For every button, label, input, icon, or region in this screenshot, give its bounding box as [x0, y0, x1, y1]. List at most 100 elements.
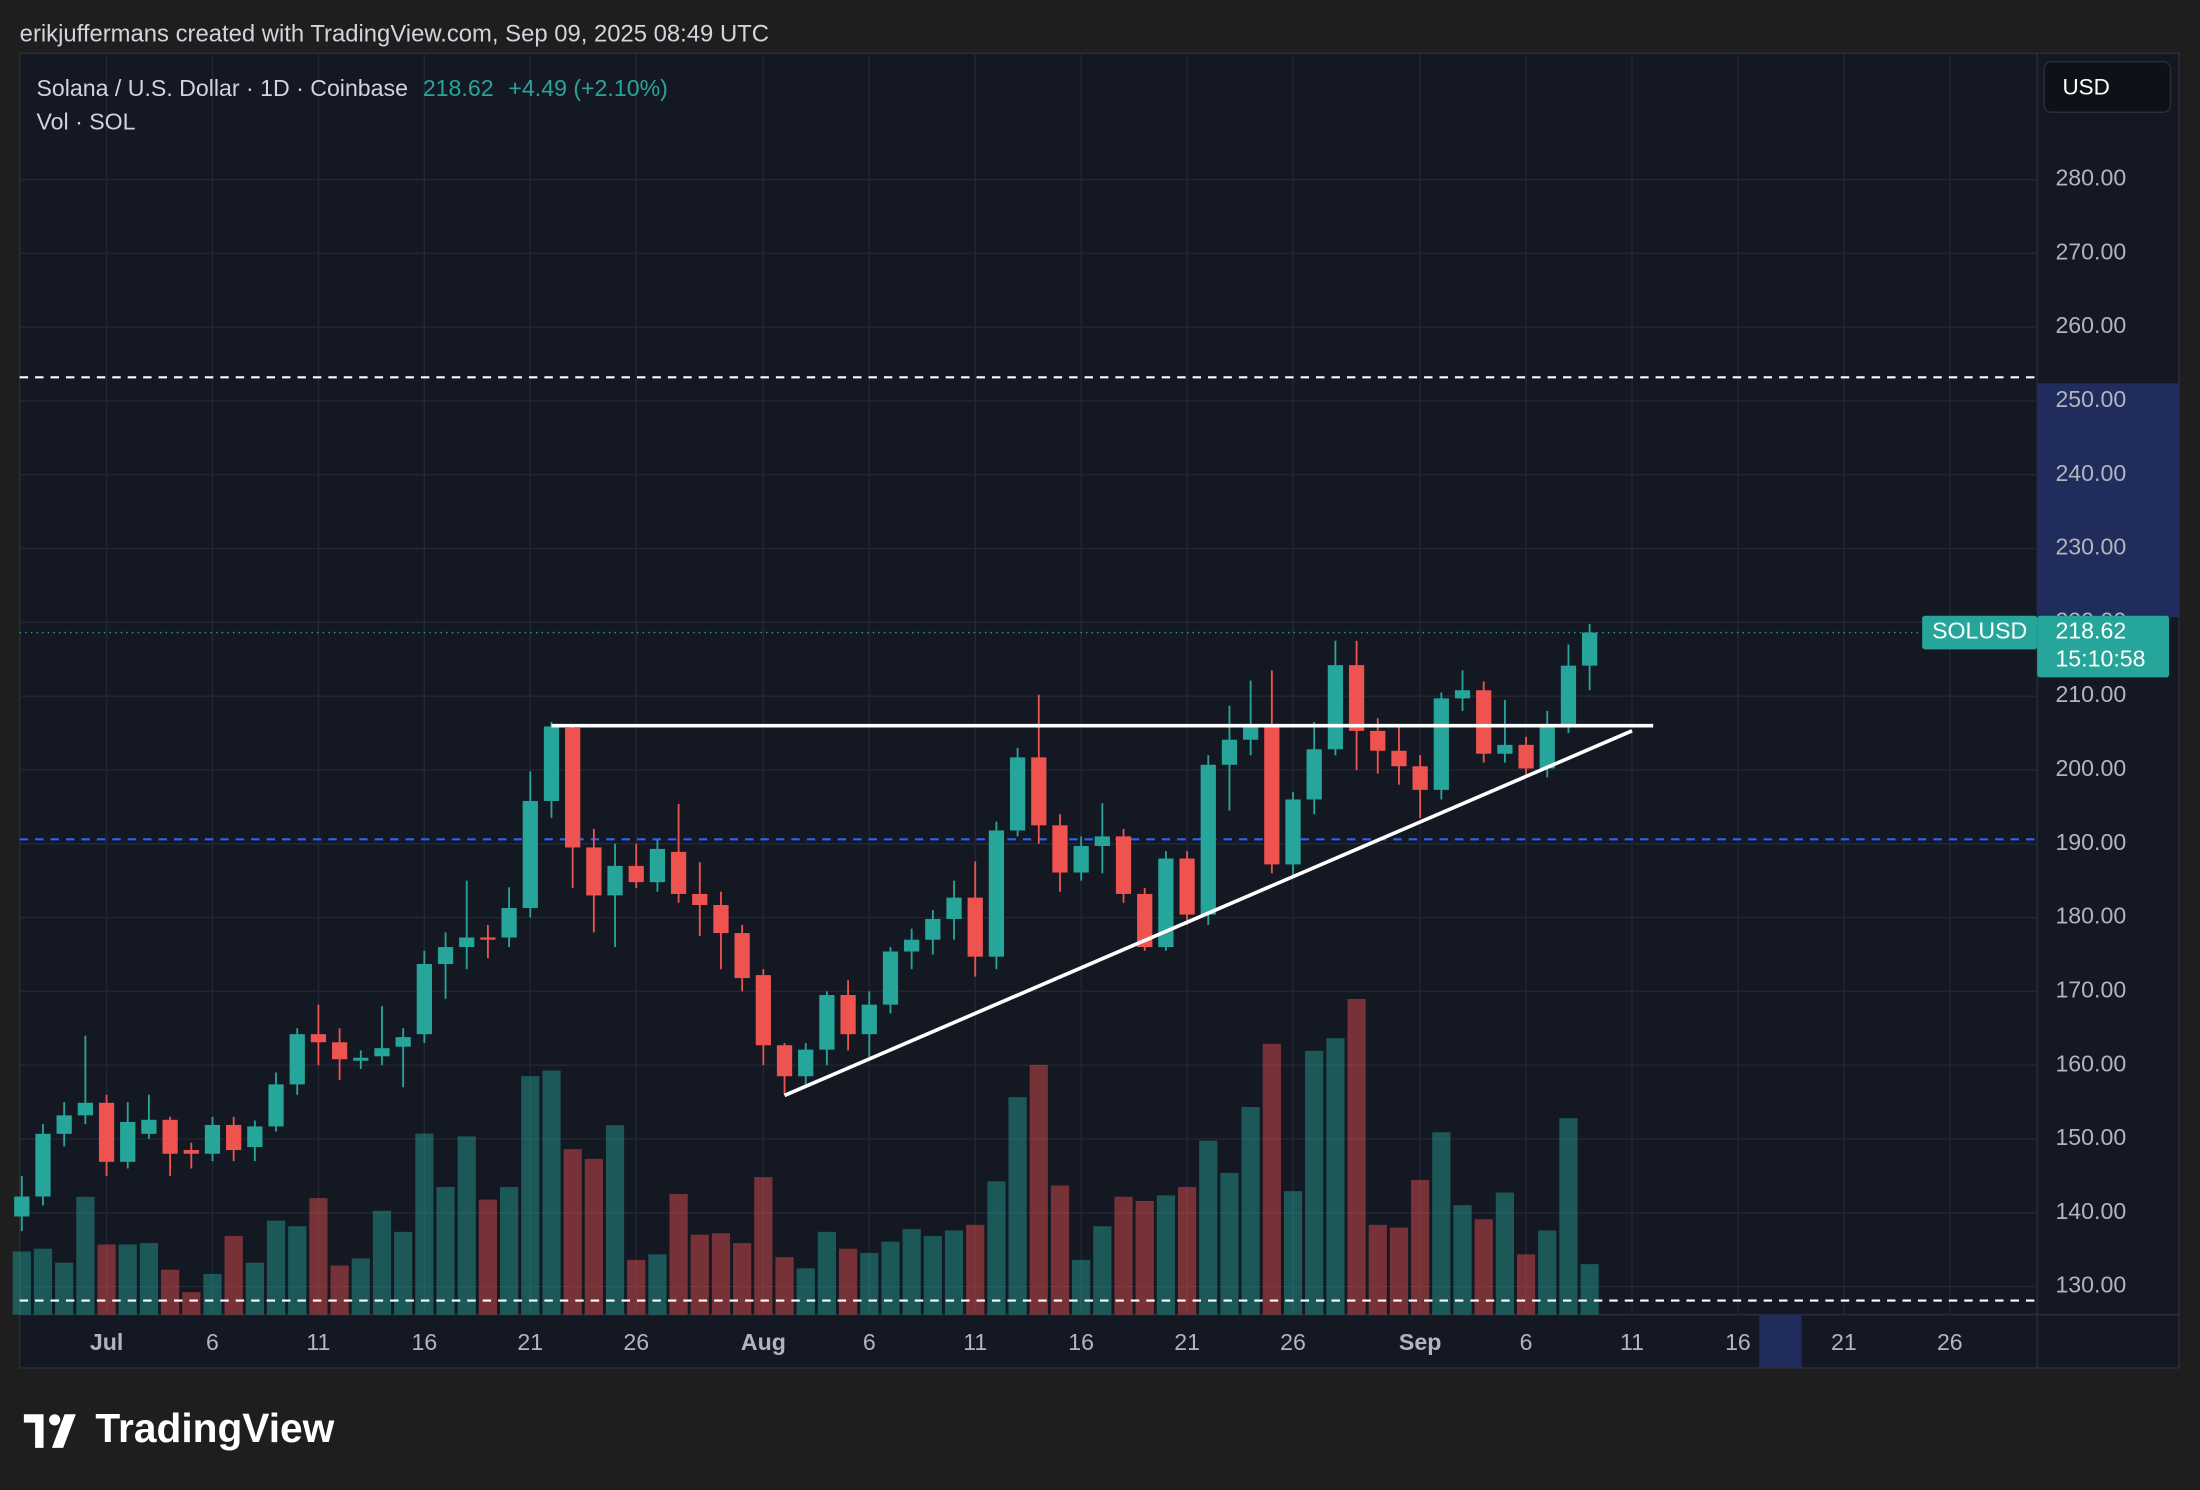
volume-bar	[1177, 1186, 1197, 1315]
volume-bar	[394, 1231, 413, 1315]
x-tick-label: 26	[1937, 1329, 1963, 1355]
legend-price: 218.62	[423, 75, 494, 101]
candle-body	[1221, 739, 1238, 765]
candle-body	[840, 995, 856, 1035]
candle-body	[1285, 799, 1301, 865]
candle-body	[374, 1048, 390, 1057]
volume-bar	[203, 1273, 222, 1315]
logo: TradingView	[23, 1405, 335, 1451]
countdown-text: 15:10:58	[2055, 646, 2145, 672]
y-tick-label: 270.00	[2055, 238, 2126, 264]
x-tick-label: 11	[306, 1329, 330, 1355]
x-tick-label: 26	[623, 1329, 649, 1355]
candle-body	[98, 1102, 115, 1162]
volume-bar	[1220, 1172, 1239, 1315]
price-tag	[2037, 615, 2170, 678]
candle-body	[670, 851, 687, 894]
volume-bar	[1199, 1140, 1218, 1315]
trend-line	[783, 729, 1633, 1098]
candle-body	[1348, 665, 1365, 731]
currency-button[interactable]	[2043, 61, 2172, 113]
x-tick-label: Sep	[1399, 1329, 1441, 1355]
candle-body	[1370, 730, 1386, 751]
candle-body	[1094, 836, 1110, 846]
volume-bar	[182, 1292, 201, 1315]
logo-text: TradingView	[95, 1405, 334, 1451]
candle-body	[77, 1102, 93, 1116]
volume-bar	[754, 1177, 773, 1315]
candle-body	[1115, 836, 1132, 894]
legend-symbol: Solana / U.S. Dollar · 1D · Coinbase	[37, 75, 408, 101]
candle-body	[819, 995, 835, 1050]
y-tick-label: 240.00	[2055, 460, 2126, 486]
volume-bar	[902, 1229, 921, 1315]
volume-bar	[309, 1198, 328, 1315]
volume-bar	[605, 1125, 625, 1315]
candle-body	[776, 1045, 793, 1077]
volume-bar	[1559, 1118, 1578, 1315]
volume-bar	[1432, 1132, 1451, 1315]
volume-bar	[245, 1262, 264, 1315]
y-tick-label: 210.00	[2055, 681, 2126, 707]
volume-bar	[1368, 1224, 1387, 1315]
candle-body	[946, 897, 962, 920]
volume-bar	[1241, 1106, 1260, 1315]
x-tick-label: 21	[1831, 1329, 1857, 1355]
candle-body	[289, 1034, 305, 1085]
candle-body	[56, 1115, 72, 1134]
volume-bar	[118, 1244, 137, 1315]
volume-bar	[139, 1243, 159, 1315]
volume-bar	[775, 1257, 794, 1315]
candle-body	[628, 865, 644, 883]
candle-body	[1412, 766, 1428, 790]
candle-body	[1073, 845, 1089, 873]
candle-body	[925, 919, 941, 940]
currency-label[interactable]: USD	[2062, 74, 2109, 99]
candle-body	[861, 1004, 877, 1035]
candle-body	[734, 933, 750, 979]
candle-body	[692, 893, 708, 906]
volume-bar	[1326, 1038, 1345, 1315]
candle-body	[1243, 725, 1259, 740]
volume-bar	[648, 1254, 667, 1315]
price-axis-highlight	[2037, 383, 2179, 618]
volume-bar	[817, 1231, 837, 1315]
candle-body	[1518, 744, 1534, 769]
volume-bar	[436, 1186, 455, 1315]
volume-bar	[1580, 1264, 1599, 1315]
price-tag-text: 218.62	[2055, 618, 2126, 644]
volume-bar	[1538, 1230, 1557, 1315]
candle-body	[1009, 757, 1026, 831]
candle-body	[1137, 893, 1153, 948]
candle-body	[120, 1121, 136, 1162]
candle-body	[1158, 858, 1174, 948]
x-tick-label: 16	[1725, 1329, 1751, 1355]
volume-bar	[1135, 1200, 1154, 1315]
candle-body	[35, 1133, 51, 1197]
volume-bar	[415, 1133, 434, 1315]
candle-body	[268, 1084, 284, 1127]
y-tick-label: 160.00	[2055, 1050, 2126, 1076]
candle-body	[882, 951, 899, 1005]
candle-body	[1539, 724, 1555, 769]
volume-bar	[1114, 1196, 1133, 1315]
candle-body	[1582, 632, 1598, 666]
volume-bar	[1156, 1195, 1176, 1315]
candle-body	[565, 727, 581, 848]
volume-bar	[987, 1181, 1006, 1315]
candle-body	[183, 1150, 199, 1154]
header: erikjuffermans created with TradingView.…	[20, 20, 769, 47]
candle-body	[141, 1119, 157, 1134]
candle-body	[437, 947, 454, 965]
volume-bar	[1453, 1205, 1472, 1315]
x-tick-label: 16	[411, 1329, 437, 1355]
candle-body	[204, 1124, 221, 1154]
volume-bar	[584, 1158, 603, 1315]
candle-body	[1560, 665, 1577, 725]
candle-body	[247, 1126, 263, 1148]
candle-body	[395, 1037, 411, 1047]
volume-bar	[76, 1196, 95, 1315]
legend-volume: Vol · SOL	[37, 109, 136, 135]
volume-bar	[881, 1241, 900, 1315]
